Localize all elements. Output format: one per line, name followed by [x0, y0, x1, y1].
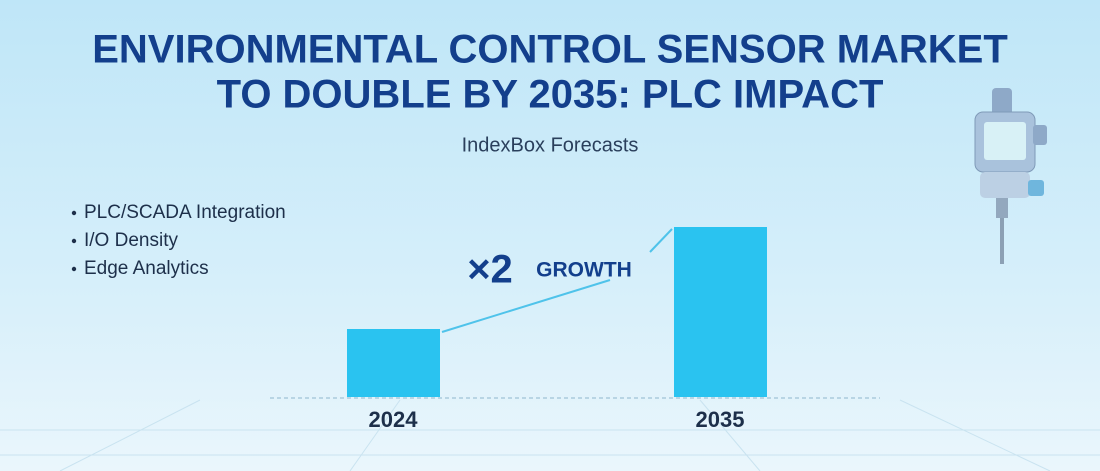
growth-line	[441, 279, 611, 333]
bullet-list: PLC/SCADA Integration I/O Density Edge Ana…	[71, 202, 286, 279]
bar	[347, 329, 440, 397]
floor-grid	[0, 399, 1100, 471]
title-line: TO DOUBLE BY 2035: PLC IMPACT	[217, 73, 884, 117]
growth-label: GROWTH	[536, 259, 632, 282]
bullet-text: Edge Analytics	[84, 258, 209, 279]
subtitle: IndexBox Forecasts	[462, 134, 639, 156]
sensor-device	[974, 88, 1047, 264]
x-tick-label: 2035	[696, 407, 745, 432]
growth-line	[649, 228, 673, 253]
bullet-dot	[71, 238, 77, 244]
bullet-text: PLC/SCADA Integration	[84, 202, 286, 223]
bar	[674, 227, 767, 397]
growth-multiplier: ×2	[467, 248, 513, 292]
bullet-text: I/O Density	[84, 230, 178, 251]
x-tick-label: 2024	[369, 407, 419, 432]
bullet-dot	[71, 210, 77, 216]
title-line: ENVIRONMENTAL CONTROL SENSOR MARKET	[92, 28, 1008, 72]
bullet-dot	[71, 266, 77, 272]
